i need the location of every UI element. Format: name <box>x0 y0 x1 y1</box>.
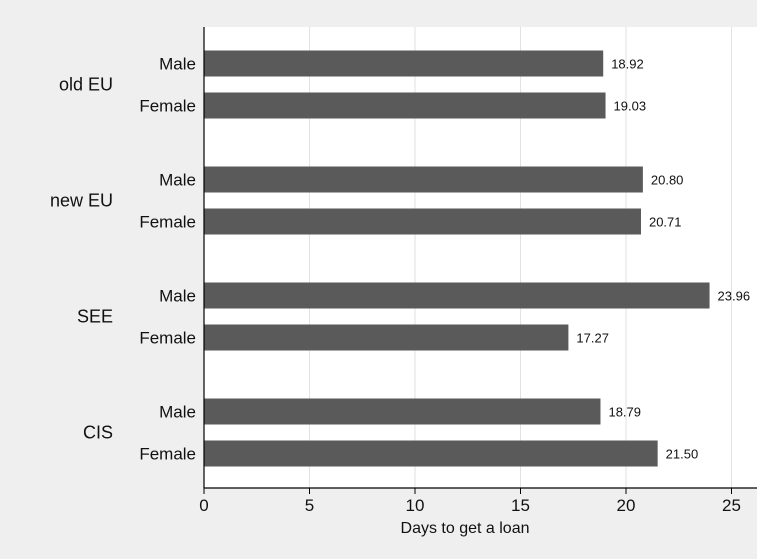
bar-value-label: 20.71 <box>649 215 682 230</box>
bar-value-label: 20.80 <box>651 173 684 188</box>
bar <box>204 282 710 309</box>
bar <box>204 440 658 467</box>
sub-category-label: Female <box>139 97 196 116</box>
bar <box>204 166 643 193</box>
sub-category-label: Male <box>159 287 196 306</box>
x-axis-title: Days to get a loan <box>401 520 530 537</box>
category-labels: Male Female old EU Male Female new EU Male Fema… <box>50 55 196 464</box>
bars: 18.92 19.03 20.80 20.71 23.96 17.27 18.79 21.50 <box>204 50 751 467</box>
bar <box>204 50 604 77</box>
group-label: old EU <box>59 75 113 95</box>
x-tick-label: 20 <box>617 496 636 515</box>
bar <box>204 92 606 119</box>
group-label: new EU <box>50 191 113 211</box>
x-tick-label: 5 <box>305 496 314 515</box>
group-label: CIS <box>83 423 113 443</box>
x-tick-label: 25 <box>722 496 741 515</box>
bar <box>204 398 601 425</box>
x-tick-label: 0 <box>199 496 208 515</box>
bar-value-label: 18.79 <box>608 405 641 420</box>
sub-category-label: Female <box>139 329 196 348</box>
sub-category-label: Male <box>159 403 196 422</box>
x-tick-label: 15 <box>511 496 530 515</box>
x-axis-ticks: 0 5 10 15 20 25 <box>199 488 741 515</box>
x-tick-label: 10 <box>406 496 425 515</box>
group-label: SEE <box>77 307 113 327</box>
bar-value-label: 18.92 <box>611 57 644 72</box>
sub-category-label: Male <box>159 171 196 190</box>
sub-category-label: Female <box>139 213 196 232</box>
bar <box>204 324 569 351</box>
bar <box>204 208 641 235</box>
bar-value-label: 17.27 <box>576 331 609 346</box>
sub-category-label: Male <box>159 55 196 74</box>
bar-value-label: 19.03 <box>614 99 647 114</box>
bar-value-label: 23.96 <box>718 289 751 304</box>
sub-category-label: Female <box>139 445 196 464</box>
bar-value-label: 21.50 <box>666 447 699 462</box>
